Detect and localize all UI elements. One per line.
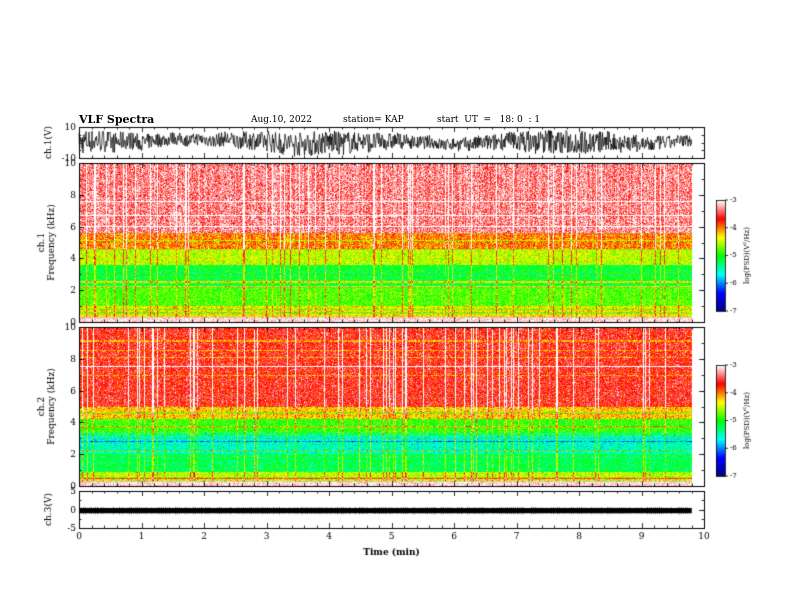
chart-title: VLF Spectra bbox=[79, 113, 155, 126]
station-label: station= KAP bbox=[343, 115, 404, 125]
date-label: Aug.10, 2022 bbox=[251, 115, 312, 125]
start-time-label: start UT = 18: 0 : 1 bbox=[437, 115, 541, 125]
